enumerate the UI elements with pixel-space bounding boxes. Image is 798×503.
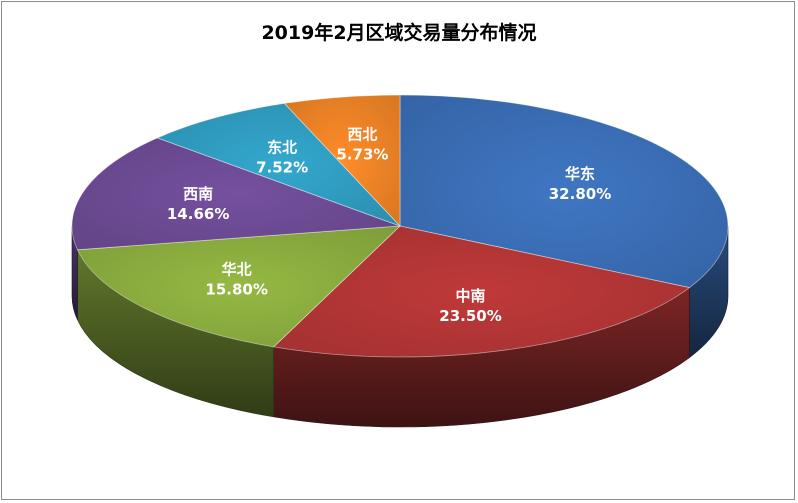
pie-slice-4 [156, 102, 401, 227]
slice-value-label: 5.73% [336, 146, 388, 164]
slice-category-label: 东北 [267, 139, 297, 157]
pie-slice-2 [76, 225, 402, 348]
slice-category-label: 西南 [183, 185, 213, 203]
pie-slice-5 [283, 94, 401, 228]
slice-category-label: 西北 [347, 126, 377, 144]
pie-slice-3 [71, 137, 401, 251]
slice-value-label: 14.66% [167, 205, 229, 223]
pie-slice-1 [272, 225, 691, 358]
slice-value-label: 7.52% [256, 159, 308, 177]
slice-category-label: 华东 [565, 165, 595, 183]
slice-category-label: 中南 [456, 287, 486, 305]
slice-category-label: 华北 [222, 261, 252, 279]
pie-slice-0 [399, 94, 729, 289]
chart-title: 2019年2月区域交易量分布情况 [261, 22, 537, 44]
slice-value-label: 23.50% [439, 307, 501, 325]
slice-value-label: 15.80% [205, 281, 267, 299]
slice-value-label: 32.80% [549, 185, 611, 203]
